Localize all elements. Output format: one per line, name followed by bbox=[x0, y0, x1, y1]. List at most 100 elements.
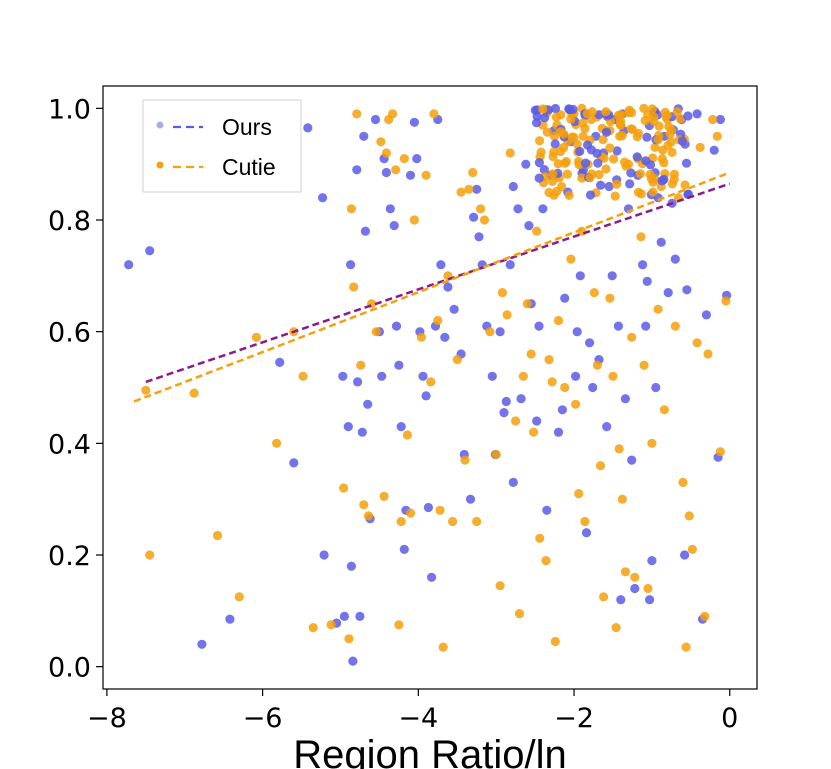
point-cutie-82 bbox=[592, 360, 603, 370]
point-cutie-93 bbox=[627, 332, 637, 342]
point-cutie-26 bbox=[388, 109, 398, 119]
cluster-point-16 bbox=[553, 159, 563, 169]
point-cutie-32 bbox=[405, 508, 416, 518]
point-cutie-68 bbox=[547, 377, 557, 387]
cluster-point-125 bbox=[534, 158, 545, 168]
legend: Ours Cutie bbox=[142, 99, 302, 193]
point-cutie-100 bbox=[650, 142, 660, 152]
y-tick-label: 0.2 bbox=[48, 541, 91, 572]
point-cutie-12 bbox=[339, 483, 349, 493]
point-cutie-116 bbox=[708, 114, 718, 125]
point-cutie-31 bbox=[402, 430, 412, 440]
point-ours-22 bbox=[363, 399, 373, 409]
point-cutie-112 bbox=[692, 338, 702, 348]
dense-cluster-points bbox=[530, 103, 693, 201]
cluster-point-179 bbox=[581, 158, 591, 168]
point-cutie-10 bbox=[308, 623, 318, 633]
point-cutie-46 bbox=[464, 184, 474, 194]
point-cutie-34 bbox=[416, 332, 426, 342]
point-ours-40 bbox=[418, 371, 428, 381]
y-tick-label: 1.0 bbox=[48, 94, 91, 125]
point-ours-68 bbox=[524, 221, 534, 231]
point-cutie-43 bbox=[452, 355, 462, 365]
cluster-point-143 bbox=[615, 131, 625, 141]
point-ours-11 bbox=[339, 611, 349, 622]
point-cutie-15 bbox=[349, 282, 359, 292]
point-cutie-114 bbox=[700, 611, 710, 622]
point-cutie-103 bbox=[659, 405, 670, 415]
point-ours-100 bbox=[638, 260, 648, 270]
point-cutie-86 bbox=[605, 293, 615, 303]
point-ours-37 bbox=[409, 117, 419, 127]
y-tick-label: 0.4 bbox=[48, 429, 91, 460]
point-ours-67 bbox=[521, 159, 531, 169]
cluster-point-61 bbox=[532, 118, 542, 128]
cluster-point-109 bbox=[555, 127, 566, 137]
point-ours-66 bbox=[516, 394, 526, 404]
point-cutie-23 bbox=[379, 491, 389, 501]
point-ours-36 bbox=[405, 170, 416, 180]
point-cutie-0 bbox=[141, 385, 151, 395]
cluster-point-79 bbox=[560, 158, 570, 168]
y-tick-label: 0.6 bbox=[48, 318, 91, 349]
y-tick-label: 0.8 bbox=[48, 206, 91, 237]
point-cutie-4 bbox=[234, 592, 244, 602]
cluster-point-126 bbox=[648, 187, 658, 197]
point-ours-20 bbox=[359, 131, 369, 141]
point-ours-5 bbox=[289, 458, 299, 468]
legend-label-ours: Ours bbox=[222, 114, 272, 140]
point-ours-41 bbox=[421, 391, 431, 401]
point-ours-21 bbox=[360, 226, 370, 236]
legend-label-cutie: Cutie bbox=[222, 154, 276, 180]
point-ours-76 bbox=[557, 405, 568, 415]
point-cutie-51 bbox=[485, 327, 495, 337]
point-ours-71 bbox=[538, 204, 548, 214]
cluster-point-161 bbox=[578, 131, 588, 141]
point-cutie-13 bbox=[344, 634, 354, 644]
cluster-point-83 bbox=[620, 157, 630, 167]
cluster-point-4 bbox=[612, 146, 622, 156]
point-cutie-55 bbox=[502, 310, 512, 320]
point-ours-119 bbox=[715, 114, 726, 125]
cluster-point-158 bbox=[664, 122, 674, 132]
point-ours-38 bbox=[412, 154, 422, 164]
point-cutie-109 bbox=[681, 642, 691, 652]
cluster-point-137 bbox=[549, 190, 559, 200]
point-cutie-53 bbox=[495, 581, 505, 591]
point-ours-30 bbox=[389, 221, 399, 231]
cluster-point-164 bbox=[645, 169, 655, 180]
cluster-point-151 bbox=[596, 180, 606, 190]
legend-box bbox=[142, 99, 302, 193]
cluster-point-150 bbox=[565, 105, 575, 115]
point-ours-7 bbox=[318, 193, 328, 203]
cluster-point-114 bbox=[612, 179, 622, 189]
point-ours-18 bbox=[355, 611, 365, 622]
cluster-point-91 bbox=[566, 114, 576, 124]
point-ours-24 bbox=[370, 114, 381, 125]
point-cutie-16 bbox=[352, 109, 362, 119]
point-cutie-99 bbox=[647, 438, 657, 448]
cluster-point-173 bbox=[593, 158, 603, 168]
point-cutie-5 bbox=[251, 332, 261, 342]
point-cutie-72 bbox=[560, 382, 570, 393]
cluster-point-166 bbox=[653, 135, 663, 145]
point-ours-43 bbox=[427, 572, 437, 582]
point-ours-89 bbox=[602, 422, 612, 432]
point-cutie-35 bbox=[421, 170, 431, 180]
cluster-point-139 bbox=[538, 104, 548, 114]
point-ours-112 bbox=[680, 550, 690, 560]
point-cutie-3 bbox=[212, 530, 223, 541]
cluster-point-160 bbox=[624, 105, 635, 115]
point-ours-55 bbox=[474, 232, 484, 242]
cluster-point-178 bbox=[672, 107, 682, 117]
point-cutie-74 bbox=[566, 254, 576, 264]
point-cutie-89 bbox=[614, 444, 624, 454]
point-cutie-33 bbox=[409, 215, 419, 225]
point-cutie-69 bbox=[550, 636, 560, 647]
cluster-point-28 bbox=[598, 135, 608, 145]
point-cutie-52 bbox=[491, 449, 501, 460]
point-cutie-64 bbox=[535, 533, 545, 543]
point-ours-63 bbox=[505, 260, 515, 270]
cluster-point-112 bbox=[549, 147, 559, 157]
x-tick-label: −2 bbox=[554, 703, 594, 734]
